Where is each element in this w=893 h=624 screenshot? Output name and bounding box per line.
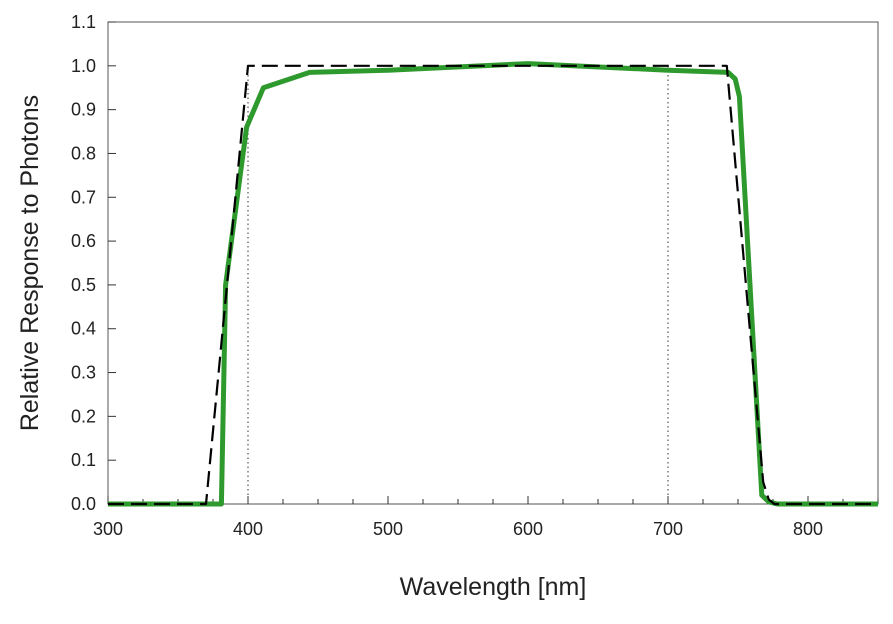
y-tick-label: 0.3 xyxy=(71,363,96,383)
y-tick-label: 0.4 xyxy=(71,319,96,339)
series-line-dashed xyxy=(108,64,878,506)
series-line-solid xyxy=(108,61,878,507)
x-tick-label: 600 xyxy=(513,519,543,539)
x-axis-label: Wavelength [nm] xyxy=(400,573,587,601)
y-tick-label: 1.1 xyxy=(71,12,96,32)
y-tick-label: 0.1 xyxy=(71,450,96,470)
x-tick-label: 500 xyxy=(373,519,403,539)
y-tick-label: 0.0 xyxy=(71,494,96,514)
x-tick-label: 800 xyxy=(793,519,823,539)
y-tick-label: 1.0 xyxy=(71,56,96,76)
y-tick-label: 0.5 xyxy=(71,275,96,295)
x-tick-label: 700 xyxy=(653,519,683,539)
y-tick-label: 0.9 xyxy=(71,100,96,120)
y-tick-label: 0.7 xyxy=(71,187,96,207)
y-tick-label: 0.2 xyxy=(71,406,96,426)
y-tick-label: 0.6 xyxy=(71,231,96,251)
y-axis-label: Relative Response to Photons xyxy=(16,95,44,431)
x-tick-label: 300 xyxy=(93,519,123,539)
y-tick-label: 0.8 xyxy=(71,143,96,163)
x-tick-label: 400 xyxy=(233,519,263,539)
